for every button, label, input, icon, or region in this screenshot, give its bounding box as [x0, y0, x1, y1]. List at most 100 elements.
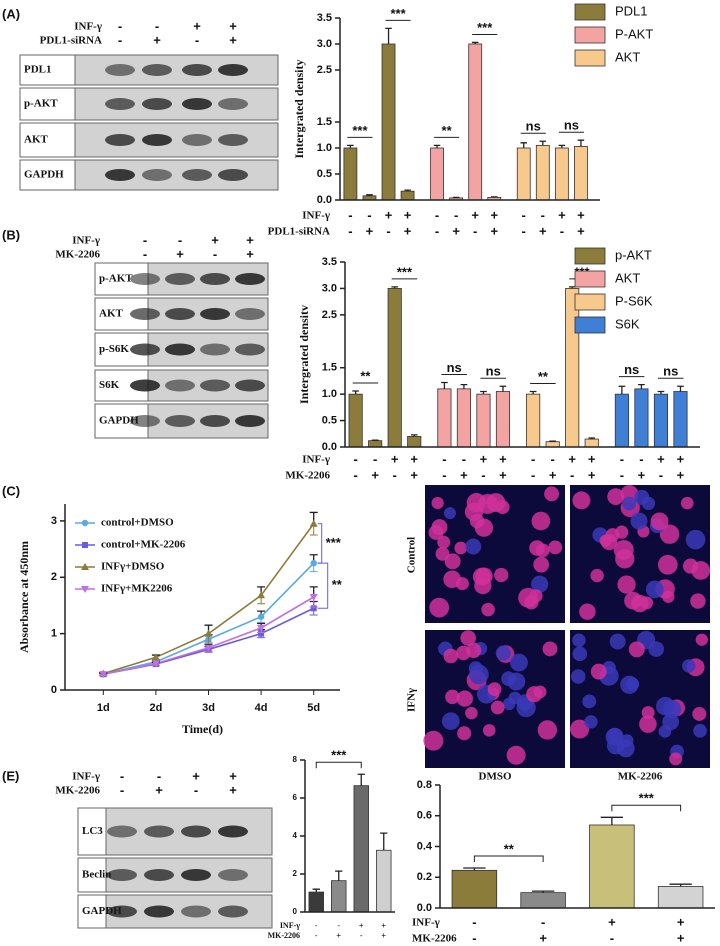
- nucleus: [437, 535, 451, 549]
- error-bar: [529, 390, 537, 395]
- blot-band: [218, 825, 248, 838]
- blot-band: [165, 308, 195, 320]
- y-tick-label: 3.0: [322, 282, 337, 294]
- y-tick-label: 3.5: [317, 12, 332, 24]
- nucleus: [590, 663, 607, 680]
- line: [103, 562, 315, 675]
- blot-band: [218, 169, 248, 181]
- condition-sign: -: [442, 451, 446, 466]
- nucleus: [695, 633, 708, 646]
- condition-sign: -: [481, 467, 485, 482]
- blot-band: [105, 169, 135, 181]
- error-bar: [600, 816, 624, 825]
- error-bar: [588, 437, 596, 440]
- condition-sign: +: [588, 451, 596, 466]
- significance-label: **: [442, 123, 453, 138]
- bar: [574, 146, 588, 201]
- nucleus: [544, 486, 560, 502]
- error-bar: [491, 196, 498, 198]
- error-bar: [638, 383, 645, 389]
- y-tick-label: 0.0: [317, 194, 332, 206]
- y-tick-label: 0.0: [417, 902, 432, 914]
- error-bar: [335, 870, 343, 881]
- nucleus: [570, 669, 586, 684]
- condition-sign: -: [570, 467, 574, 482]
- bar: [348, 393, 363, 448]
- error-bar: [480, 390, 487, 395]
- nucleus: [460, 630, 476, 646]
- condition-sign: -: [315, 931, 318, 940]
- blot-band: [144, 825, 174, 838]
- legend-label: S6K: [615, 316, 640, 331]
- condition-sign: -: [157, 768, 161, 783]
- nucleus: [423, 730, 444, 751]
- nucleus: [537, 720, 558, 740]
- condition-sign: -: [531, 467, 535, 482]
- condition-sign: -: [143, 232, 147, 247]
- nucleus: [628, 641, 645, 658]
- nucleus: [617, 575, 636, 594]
- condition-sign: +: [410, 451, 418, 466]
- error-bar: [352, 390, 359, 395]
- error-bar: [441, 381, 448, 389]
- panel-label: (B): [2, 227, 20, 242]
- nucleus: [669, 752, 683, 766]
- condition-sign: -: [442, 467, 446, 482]
- condition-sign: -: [195, 32, 199, 47]
- condition-sign: -: [551, 451, 555, 466]
- bar: [535, 144, 550, 201]
- error-bar: [499, 385, 507, 392]
- nucleus: [466, 642, 482, 659]
- condition-sign: -: [143, 246, 147, 261]
- bar: [657, 886, 704, 909]
- bar: [437, 388, 452, 448]
- bar: [407, 436, 422, 448]
- nucleus: [613, 540, 634, 560]
- nucleus: [682, 659, 696, 673]
- condition-sign: -: [360, 931, 363, 940]
- bar: [554, 147, 569, 201]
- condition-sign: -: [386, 223, 390, 238]
- bar: [634, 388, 649, 448]
- blot-band: [218, 64, 248, 76]
- error-bar: [347, 144, 354, 148]
- condition-sign: -: [639, 451, 643, 466]
- condition-sign: -: [118, 32, 122, 47]
- blot-band: [235, 308, 265, 320]
- condition-sign: -: [659, 467, 663, 482]
- nucleus: [662, 713, 680, 731]
- y-tick-label: 0: [293, 907, 298, 916]
- legend-label: INFγ+DMSO: [101, 561, 165, 573]
- nucleus: [465, 706, 478, 720]
- significance-label: ***: [331, 748, 347, 763]
- condition-sign: +: [677, 451, 685, 466]
- significance-bracket: [317, 523, 323, 564]
- error-bar: [433, 144, 441, 148]
- legend-label: PDL1: [615, 3, 648, 18]
- significance-label: ***: [477, 20, 493, 35]
- condition-sign: +: [677, 930, 685, 945]
- nucleus: [443, 648, 459, 664]
- error-bar: [558, 144, 566, 148]
- blot-band: [142, 98, 172, 110]
- point: [99, 671, 108, 679]
- nucleus: [529, 540, 545, 556]
- legend-swatch: [574, 26, 606, 44]
- condition-sign: +: [246, 246, 254, 261]
- nucleus: [516, 697, 536, 718]
- x-tick-label: 5d: [307, 702, 320, 714]
- band-label: GAPDH: [99, 415, 139, 427]
- nucleus: [429, 597, 450, 618]
- nucleus: [579, 603, 596, 620]
- condition-sign: +: [404, 223, 412, 238]
- nucleus: [648, 641, 664, 657]
- condition-name: PDL1-siRNA: [40, 35, 102, 47]
- condition-name: INF-γ: [72, 771, 100, 783]
- blot-band: [142, 64, 172, 76]
- nucleus: [533, 556, 550, 573]
- condition-sign: +: [385, 207, 393, 222]
- legend-swatch: [574, 270, 606, 288]
- condition-sign: -: [393, 467, 397, 482]
- nucleus: [487, 682, 502, 697]
- condition-sign: -: [348, 223, 352, 238]
